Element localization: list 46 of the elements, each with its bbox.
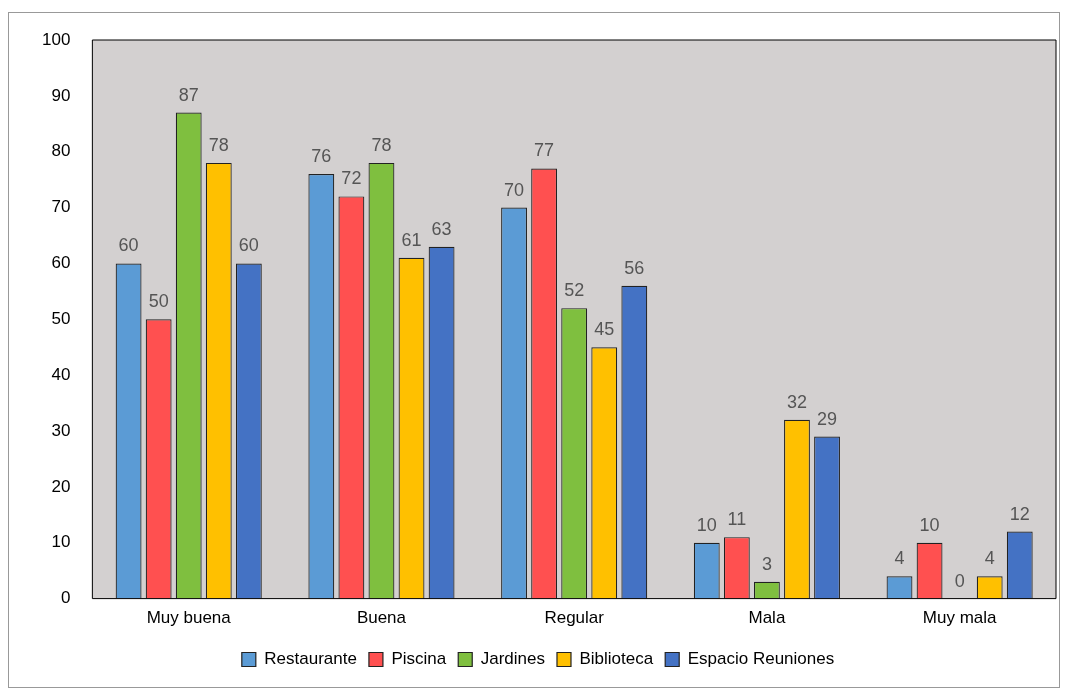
- data-label: 78: [371, 134, 392, 155]
- data-label: 10: [696, 514, 717, 535]
- y-tick-label: 90: [51, 85, 71, 105]
- y-tick-label: 70: [51, 197, 71, 217]
- legend-label: Biblioteca: [579, 649, 654, 669]
- data-label: 87: [178, 84, 199, 105]
- data-label: 56: [624, 257, 645, 278]
- legend-label: Espacio Reuniones: [687, 649, 835, 669]
- data-label: 32: [786, 391, 807, 412]
- data-label: 3: [761, 553, 772, 574]
- data-label: 76: [311, 146, 332, 167]
- data-label: 4: [894, 548, 905, 569]
- x-tick-label: Regular: [544, 608, 605, 628]
- y-tick-label: 100: [41, 29, 71, 49]
- data-label: 10: [919, 514, 940, 535]
- data-label: 50: [148, 291, 169, 312]
- data-label: 77: [534, 140, 555, 161]
- x-tick-label: Mala: [748, 608, 786, 628]
- data-label: 60: [238, 235, 259, 256]
- y-tick-label: 60: [51, 253, 71, 273]
- y-tick-label: 40: [51, 364, 71, 384]
- y-tick-label: 20: [51, 476, 71, 496]
- x-tick-label: Muy buena: [146, 608, 232, 628]
- x-tick-label: Muy mala: [922, 608, 998, 628]
- data-label: 0: [954, 570, 965, 591]
- data-label: 63: [431, 218, 452, 239]
- legend-label: Piscina: [391, 649, 447, 669]
- data-label: 78: [208, 134, 229, 155]
- legend-label: Jardines: [480, 649, 545, 669]
- data-label: 12: [1009, 503, 1030, 524]
- y-tick-label: 10: [51, 532, 71, 552]
- data-label: 11: [727, 509, 747, 530]
- y-tick-label: 50: [51, 308, 71, 328]
- data-label: 70: [504, 179, 525, 200]
- y-tick-label: 30: [51, 420, 71, 440]
- data-label: 60: [118, 235, 139, 256]
- y-tick-label: 0: [60, 588, 71, 608]
- data-label: 45: [594, 319, 615, 340]
- data-label: 52: [564, 280, 585, 301]
- legend-label: Restaurante: [264, 649, 357, 669]
- y-tick-label: 80: [51, 141, 71, 161]
- data-label: 61: [401, 229, 422, 250]
- data-label: 4: [984, 548, 995, 569]
- data-label: 29: [817, 408, 838, 429]
- x-tick-label: Buena: [356, 608, 407, 628]
- data-label: 72: [341, 168, 362, 189]
